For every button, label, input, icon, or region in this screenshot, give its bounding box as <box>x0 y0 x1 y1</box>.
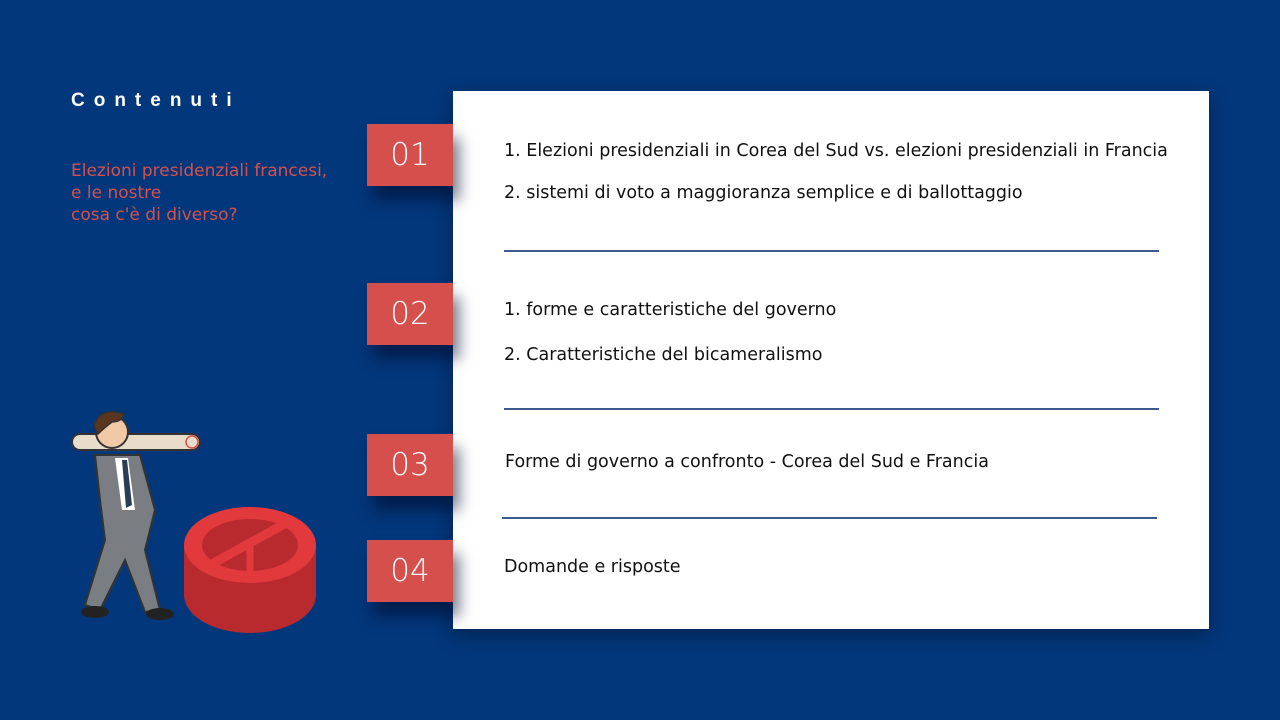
businessman-icon <box>71 411 201 620</box>
section-number-02: 02 <box>367 283 453 345</box>
contents-card <box>453 91 1209 629</box>
voting-stamp-icon <box>184 507 316 633</box>
section-number-03: 03 <box>367 434 453 496</box>
section-2-item-1: 1. forme e caratteristiche del governo <box>504 300 837 320</box>
section-1-item-1: 1. Elezioni presidenziali in Corea del S… <box>504 141 1168 161</box>
divider <box>504 408 1159 410</box>
section-1-item-2: 2. sistemi di voto a maggioranza semplic… <box>504 183 1023 203</box>
divider <box>504 250 1159 252</box>
section-number-01: 01 <box>367 124 453 186</box>
section-3-item-1: Forme di governo a confronto - Corea del… <box>505 452 989 472</box>
slide-subtitle: Elezioni presidenziali francesi, e le no… <box>71 161 328 225</box>
divider <box>502 517 1157 519</box>
section-4-item-1: Domande e risposte <box>504 557 681 577</box>
section-2-item-2: 2. Caratteristiche del bicameralismo <box>504 345 823 365</box>
section-number-04: 04 <box>367 540 453 602</box>
businessman-with-voting-stamp-illustration <box>71 411 316 633</box>
slide-title: Contenuti <box>71 90 241 111</box>
